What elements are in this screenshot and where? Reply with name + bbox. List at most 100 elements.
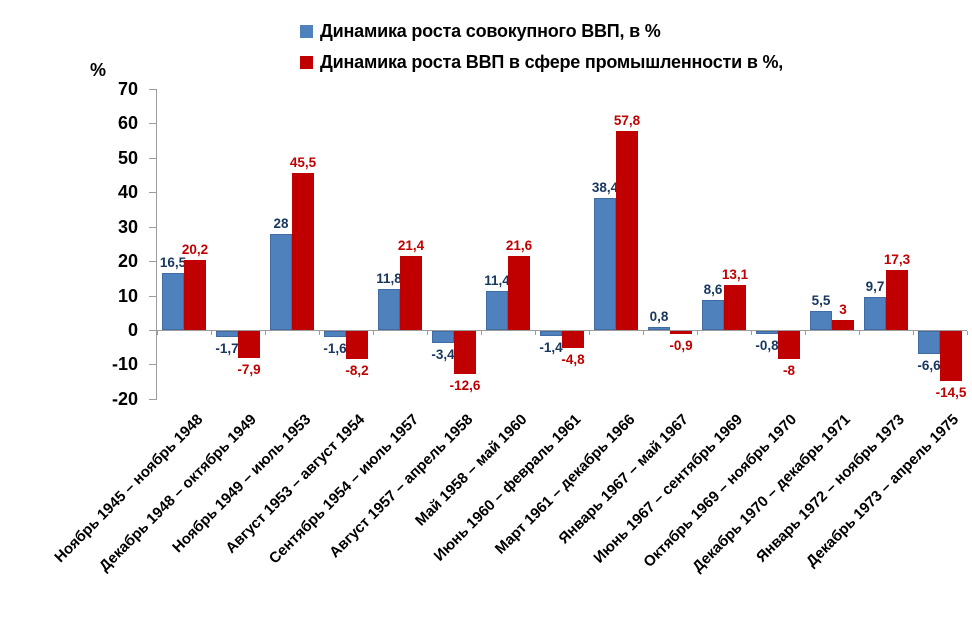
y-tick-label: 30 [117, 217, 138, 237]
value-label: 38,4 [591, 180, 619, 195]
category-tick-mark [427, 331, 428, 335]
category-tick-mark [751, 331, 752, 335]
y-tick-label: 10 [117, 286, 138, 306]
bar-industry-gdp [508, 256, 530, 330]
value-label: 57,8 [613, 113, 641, 128]
bar-total-gdp [702, 300, 724, 330]
category-tick-mark [157, 331, 158, 335]
y-tick-label: 40 [117, 182, 138, 202]
bar-industry-gdp [238, 331, 260, 358]
value-label: 45,5 [289, 155, 317, 170]
value-label: -8 [782, 363, 795, 378]
category-tick-mark [697, 331, 698, 335]
bar-total-gdp [648, 327, 670, 330]
legend-swatch-red-icon [300, 55, 313, 69]
legend: Динамика роста совокупного ВВП, в % Дина… [300, 20, 783, 82]
category-tick-mark [265, 331, 266, 335]
category-tick-mark [211, 331, 212, 335]
value-label: 0,8 [649, 309, 669, 324]
bar-total-gdp [432, 331, 454, 343]
bar-total-gdp [864, 297, 886, 330]
category-tick-mark [967, 331, 968, 335]
y-axis-line [156, 89, 157, 399]
category-tick-mark [859, 331, 860, 335]
value-label: 11,8 [376, 271, 402, 286]
bar-industry-gdp [346, 331, 368, 359]
value-label: 11,4 [484, 273, 510, 288]
category-tick-mark [535, 331, 536, 335]
bar-total-gdp [810, 311, 832, 330]
value-label: -8,2 [345, 363, 369, 378]
value-label: 17,3 [883, 252, 911, 267]
value-label: 5,5 [811, 293, 831, 308]
y-tick-mark [149, 123, 157, 124]
value-label: 13,1 [721, 267, 749, 282]
bar-industry-gdp [562, 331, 584, 348]
category-tick-mark [805, 331, 806, 335]
bar-industry-gdp [670, 331, 692, 334]
value-label: -0,9 [669, 338, 693, 353]
value-label: -12,6 [449, 378, 481, 393]
bar-total-gdp [594, 198, 616, 330]
value-label: 21,6 [505, 238, 533, 253]
bar-industry-gdp [778, 331, 800, 359]
category-tick-mark [319, 331, 320, 335]
value-label: 21,4 [397, 238, 425, 253]
value-label: -1,4 [539, 340, 563, 355]
value-label: 3 [839, 302, 847, 317]
bar-total-gdp [540, 331, 562, 336]
value-label: -3,4 [431, 347, 455, 362]
category-tick-mark [481, 331, 482, 335]
bar-total-gdp [378, 289, 400, 330]
value-label: 16,5 [159, 255, 187, 270]
bar-industry-gdp [400, 256, 422, 330]
bar-industry-gdp [292, 173, 314, 330]
y-tick-label: -10 [111, 354, 138, 374]
y-tick-label: -20 [111, 389, 138, 409]
legend-item-total-gdp: Динамика роста совокупного ВВП, в % [300, 20, 783, 42]
value-label: -0,8 [755, 338, 779, 353]
y-tick-label: 50 [117, 148, 138, 168]
value-label: 8,6 [703, 282, 723, 297]
bar-industry-gdp [184, 260, 206, 330]
value-label: -6,6 [917, 358, 941, 373]
y-tick-mark [149, 227, 157, 228]
bar-total-gdp [324, 331, 346, 337]
value-label: -7,9 [237, 362, 261, 377]
value-label: 9,7 [865, 279, 885, 294]
bar-total-gdp [162, 273, 184, 330]
x-axis-line [157, 330, 967, 331]
y-tick-mark [149, 158, 157, 159]
value-label: -1,7 [215, 341, 239, 356]
y-tick-label: 60 [117, 113, 138, 133]
y-tick-mark [149, 399, 157, 400]
bar-industry-gdp [454, 331, 476, 374]
category-tick-mark [913, 331, 914, 335]
y-tick-mark [149, 261, 157, 262]
bar-total-gdp [270, 234, 292, 330]
legend-label-industry-gdp: Динамика роста ВВП в сфере промышленност… [320, 51, 784, 72]
bar-total-gdp [756, 331, 778, 334]
bar-industry-gdp [832, 320, 854, 330]
value-label: 28 [273, 216, 289, 231]
value-label: -14,5 [935, 385, 967, 400]
category-tick-mark [643, 331, 644, 335]
category-tick-mark [589, 331, 590, 335]
y-tick-mark [149, 364, 157, 365]
bar-total-gdp [918, 331, 940, 354]
y-tick-mark [149, 89, 157, 90]
y-tick-mark [149, 192, 157, 193]
bar-industry-gdp [616, 131, 638, 330]
y-tick-label: 20 [117, 251, 138, 271]
y-tick-label: 70 [117, 79, 138, 99]
bar-industry-gdp [724, 285, 746, 330]
y-axis-title: % [90, 60, 107, 80]
legend-item-industry-gdp: Динамика роста ВВП в сфере промышленност… [300, 51, 783, 73]
bar-total-gdp [216, 331, 238, 337]
value-label: -4,8 [561, 352, 585, 367]
y-tick-label: 0 [127, 320, 138, 340]
legend-label-total-gdp: Динамика роста совокупного ВВП, в % [320, 20, 661, 41]
bar-total-gdp [486, 291, 508, 330]
category-tick-mark [373, 331, 374, 335]
